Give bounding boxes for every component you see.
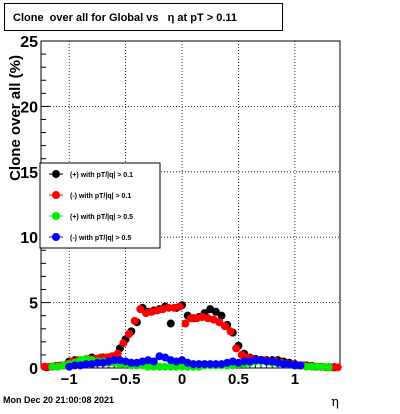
- legend-marker: [52, 212, 60, 220]
- axis-layer: 0 5 10 15 20 25 −1 −0.5 0 0.5 1: [20, 34, 335, 388]
- data-point-series-2: [175, 302, 184, 311]
- x-tick-label: −0.5: [111, 371, 141, 388]
- data-point-series-4: [251, 356, 260, 365]
- y-tick-label: 0: [29, 361, 38, 378]
- legend-frame: [39, 162, 161, 249]
- data-point-series-4: [70, 361, 79, 370]
- data-point-series-2: [333, 363, 342, 372]
- data-point-series-2: [232, 344, 241, 353]
- data-point-series-4: [200, 360, 209, 369]
- data-point-series-3: [324, 363, 333, 372]
- data-point-series-4: [279, 360, 288, 369]
- x-axis-label: η: [331, 395, 339, 409]
- legend: (+) with pT/|q| > 0.1 (-) with pT/|q| > 0…: [39, 162, 161, 249]
- legend-label: (-) with pT/|q| > 0.1: [70, 193, 131, 200]
- data-point-series-4: [127, 358, 136, 367]
- legend-marker: [52, 170, 60, 178]
- legend-marker: [52, 191, 60, 199]
- data-point-series-4: [82, 360, 91, 369]
- data-point-series-2: [164, 303, 173, 312]
- data-point-series-2: [136, 305, 145, 314]
- x-tick-label: 0: [178, 371, 186, 388]
- data-point-series-3: [48, 362, 57, 371]
- data-point-series-3: [161, 362, 170, 371]
- data-point-series-4: [290, 361, 299, 370]
- data-point-series-3: [313, 362, 322, 371]
- x-tick-label: 1: [291, 371, 299, 388]
- y-tick-label: 25: [20, 34, 38, 51]
- chart-title: Clone over all for Global vs η at pT > 0…: [4, 3, 283, 31]
- data-point-series-3: [155, 362, 164, 371]
- data-point-series-2: [119, 339, 128, 348]
- data-point-series-2: [125, 329, 134, 338]
- data-point-series-3: [178, 362, 187, 371]
- data-point-series-2: [40, 362, 49, 371]
- data-point-series-4: [194, 360, 203, 369]
- y-tick-label: 5: [29, 296, 38, 313]
- data-point-series-2: [220, 322, 229, 331]
- timestamp: Mon Dec 20 21:00:08 2021: [3, 395, 115, 405]
- y-tick-label: 15: [20, 165, 38, 182]
- data-point-series-2: [130, 316, 139, 325]
- data-point-series-2: [226, 327, 235, 336]
- data-point-series-4: [110, 356, 119, 365]
- x-tick-label: 0.5: [228, 371, 249, 388]
- data-point-series-3: [166, 362, 175, 371]
- y-tick-label: 20: [20, 99, 38, 116]
- legend-label: (+) with pT/|q| > 0.5: [70, 214, 133, 221]
- data-point-series-4: [206, 360, 215, 369]
- data-point-series-3: [144, 362, 153, 371]
- y-tick-label: 10: [20, 230, 38, 247]
- grid-layer: [41, 41, 340, 368]
- data-point-series-4: [93, 358, 102, 367]
- data-point-series-1: [166, 319, 175, 328]
- y-axis-label: Clone over all (%): [7, 55, 24, 181]
- data-point-series-4: [149, 357, 158, 366]
- legend-label: (-) with pT/|q| > 0.5: [70, 235, 131, 242]
- data-point-series-4: [240, 357, 249, 366]
- legend-label: (+) with pT/|q| > 0.1: [70, 172, 133, 179]
- data-point-series-4: [189, 360, 198, 369]
- data-point-series-3: [307, 362, 316, 371]
- points-layer: [40, 301, 342, 372]
- data-point-series-1: [211, 307, 220, 316]
- data-point-series-4: [262, 357, 271, 366]
- legend-marker: [52, 233, 60, 241]
- data-point-series-2: [187, 314, 196, 323]
- x-tick-label: −1: [61, 371, 78, 388]
- data-point-series-4: [296, 361, 305, 370]
- data-point-series-4: [211, 360, 220, 369]
- data-point-series-2: [215, 318, 224, 327]
- data-point-series-2: [113, 349, 122, 358]
- data-point-series-2: [181, 319, 190, 328]
- data-point-series-1: [217, 311, 226, 320]
